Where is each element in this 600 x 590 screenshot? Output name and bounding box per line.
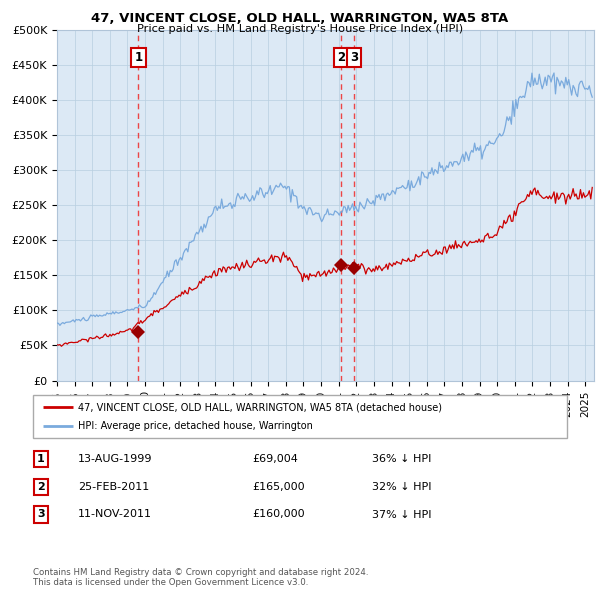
Text: 1: 1 [134, 51, 142, 64]
Text: 47, VINCENT CLOSE, OLD HALL, WARRINGTON, WA5 8TA (detached house): 47, VINCENT CLOSE, OLD HALL, WARRINGTON,… [79, 402, 442, 412]
FancyBboxPatch shape [33, 395, 567, 438]
Text: 36% ↓ HPI: 36% ↓ HPI [372, 454, 431, 464]
Text: £165,000: £165,000 [252, 482, 305, 491]
Text: 25-FEB-2011: 25-FEB-2011 [78, 482, 149, 491]
Text: 1: 1 [37, 454, 44, 464]
Text: Price paid vs. HM Land Registry's House Price Index (HPI): Price paid vs. HM Land Registry's House … [137, 24, 463, 34]
Text: £69,004: £69,004 [252, 454, 298, 464]
Text: 11-NOV-2011: 11-NOV-2011 [78, 510, 152, 519]
Text: 13-AUG-1999: 13-AUG-1999 [78, 454, 152, 464]
Text: Contains HM Land Registry data © Crown copyright and database right 2024.
This d: Contains HM Land Registry data © Crown c… [33, 568, 368, 587]
Text: 2: 2 [37, 482, 44, 491]
Text: 3: 3 [350, 51, 358, 64]
Text: 32% ↓ HPI: 32% ↓ HPI [372, 482, 431, 491]
Text: 3: 3 [37, 510, 44, 519]
Text: 2: 2 [337, 51, 346, 64]
Text: HPI: Average price, detached house, Warrington: HPI: Average price, detached house, Warr… [79, 421, 313, 431]
Text: 47, VINCENT CLOSE, OLD HALL, WARRINGTON, WA5 8TA: 47, VINCENT CLOSE, OLD HALL, WARRINGTON,… [91, 12, 509, 25]
Text: 37% ↓ HPI: 37% ↓ HPI [372, 510, 431, 519]
Text: £160,000: £160,000 [252, 510, 305, 519]
